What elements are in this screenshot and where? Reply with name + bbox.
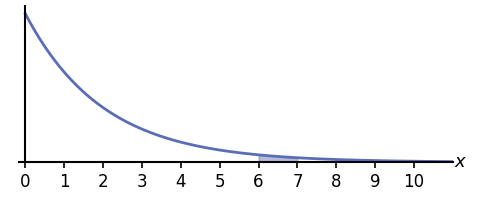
Text: x: x (455, 153, 466, 171)
